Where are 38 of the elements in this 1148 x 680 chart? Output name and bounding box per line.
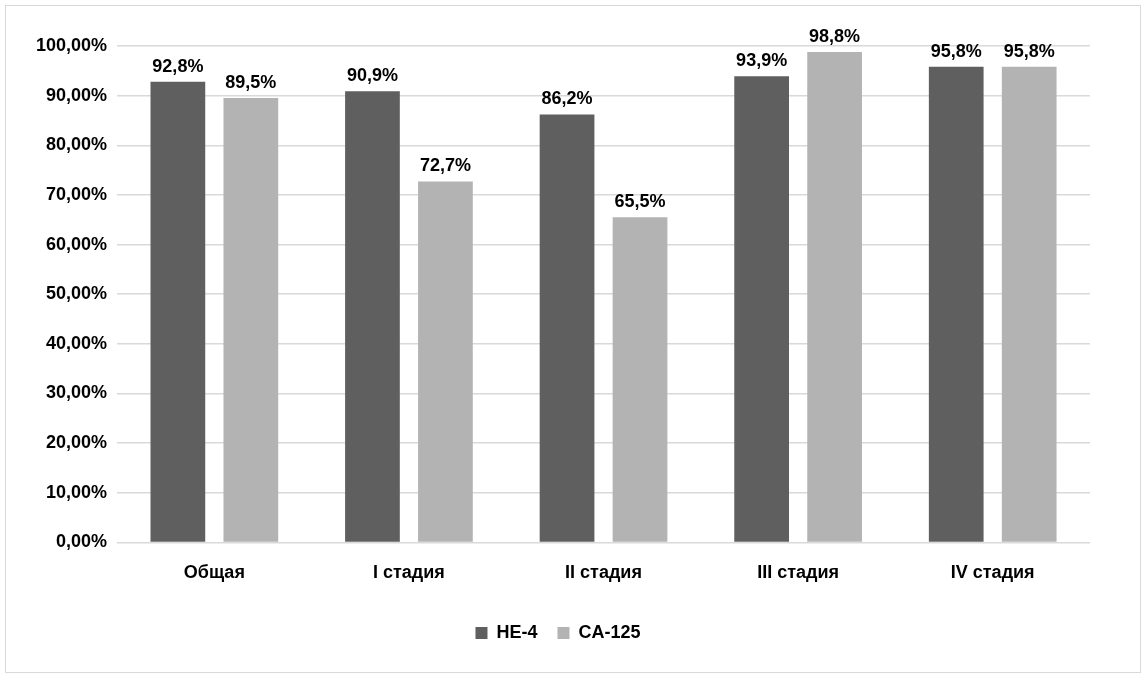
data-label: 72,7%: [419, 155, 471, 176]
data-label: 98,8%: [809, 25, 861, 46]
bar: [539, 114, 595, 542]
x-tick-label: IV стадия: [950, 562, 1035, 583]
y-tick-label: 0,00%: [56, 531, 108, 552]
bar: [150, 81, 206, 542]
y-tick-label: 20,00%: [46, 432, 108, 453]
data-label: 95,8%: [1003, 40, 1055, 61]
bar: [1001, 66, 1057, 542]
y-tick-label: 30,00%: [46, 382, 108, 403]
legend-label: CA-125: [578, 621, 641, 642]
bar: [612, 217, 668, 542]
y-tick-label: 40,00%: [46, 332, 108, 353]
bar: [223, 98, 279, 542]
x-tick-label: I стадия: [373, 562, 445, 583]
bar: [418, 181, 473, 542]
data-label: 90,9%: [346, 65, 398, 86]
x-tick-label: Общая: [183, 562, 245, 583]
bar: [807, 51, 862, 542]
y-tick-label: 90,00%: [46, 84, 108, 105]
bar: [928, 66, 984, 542]
data-label: 65,5%: [614, 191, 666, 212]
x-tick-label: II стадия: [565, 562, 642, 583]
y-tick-label: 10,00%: [46, 481, 108, 502]
data-label: 93,9%: [736, 50, 788, 71]
data-label: 95,8%: [930, 40, 982, 61]
y-tick-label: 70,00%: [46, 183, 108, 204]
data-label: 92,8%: [152, 55, 204, 76]
legend-label: HE-4: [496, 621, 538, 642]
data-label: 89,5%: [225, 72, 277, 93]
data-label: 86,2%: [541, 88, 593, 109]
x-tick-label: III стадия: [757, 562, 840, 583]
y-tick-label: 60,00%: [46, 233, 108, 254]
bar: [734, 76, 789, 542]
bar: [345, 91, 400, 542]
y-tick-label: 80,00%: [46, 134, 108, 155]
y-tick-label: 100,00%: [36, 34, 108, 55]
y-tick-label: 50,00%: [46, 283, 108, 304]
